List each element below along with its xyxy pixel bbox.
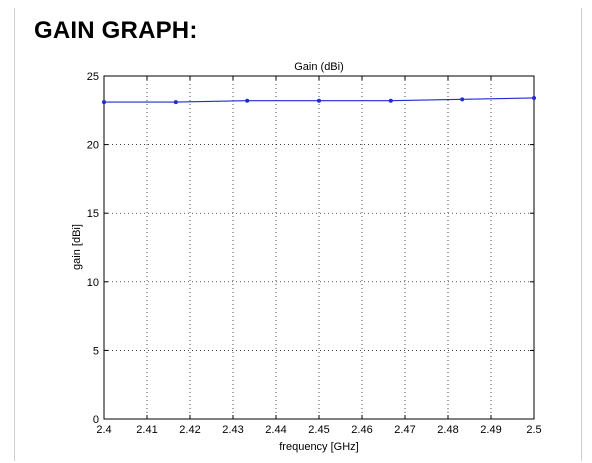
data-point [317,98,321,103]
y-tick-label: 25 [87,71,99,83]
x-tick-label: 2.41 [136,424,157,436]
data-point [388,98,393,103]
x-axis-label: frequency [GHz] [279,441,358,453]
chart-title: Gain (dBi) [294,61,344,73]
series-layer [102,95,536,105]
data-point [245,98,250,103]
x-tick-label: 2.42 [179,424,200,436]
x-tick-label: 2.43 [222,424,243,436]
data-point [532,95,536,100]
x-tick-label: 2.47 [394,424,415,436]
x-tick-label: 2.44 [265,424,286,436]
y-tick-label: 5 [93,345,99,357]
data-point [460,97,465,102]
x-tick-label: 2.45 [308,424,329,436]
x-tick-label: 2.49 [480,424,501,436]
x-tick-label: 2.5 [526,424,541,436]
y-tick-label: 20 [87,140,99,152]
x-tick-label: 2.4 [96,424,111,436]
plot-background [104,76,534,419]
x-tick-label: 2.46 [351,424,372,436]
y-tick-label: 0 [93,414,99,426]
document-frame [14,8,582,461]
y-tick-label: 15 [87,208,99,220]
section-heading: GAIN GRAPH: [34,17,198,44]
x-tick-label: 2.48 [437,424,458,436]
data-point [173,100,178,105]
axis-ticks: 2.4 2.41 2.42 2.43 2.44 2.45 2.46 2.47 2.48 2.49 2… [87,71,542,436]
y-tick-label: 10 [87,277,99,289]
data-point [102,100,106,105]
y-axis-label: gain [dBi] [71,224,83,270]
